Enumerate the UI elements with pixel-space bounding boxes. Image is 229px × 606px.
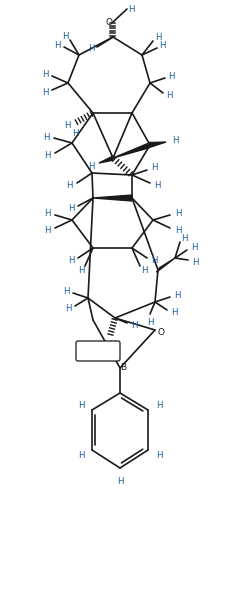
Text: H: H	[44, 225, 50, 235]
Text: H: H	[65, 181, 72, 190]
Text: H: H	[165, 90, 172, 99]
Text: H: H	[154, 33, 161, 41]
Text: B: B	[119, 364, 125, 373]
Text: H: H	[54, 41, 60, 50]
Text: H: H	[87, 44, 94, 53]
Text: H: H	[68, 204, 74, 213]
Text: H: H	[77, 265, 84, 275]
Polygon shape	[112, 142, 150, 158]
Text: H: H	[65, 304, 71, 313]
Text: H: H	[150, 162, 157, 171]
Text: H: H	[42, 87, 48, 96]
Polygon shape	[156, 258, 174, 272]
Text: H: H	[150, 256, 157, 264]
Text: H: H	[77, 450, 84, 459]
Text: H: H	[44, 208, 50, 218]
Text: H: H	[190, 242, 196, 251]
Text: H: H	[116, 478, 123, 487]
Text: H: H	[140, 265, 147, 275]
Polygon shape	[93, 195, 131, 201]
Polygon shape	[98, 156, 113, 163]
Text: H: H	[87, 162, 94, 170]
Text: H: H	[170, 307, 177, 316]
Text: H: H	[153, 181, 160, 190]
Text: H: H	[130, 321, 137, 330]
Text: H: H	[167, 72, 174, 81]
Text: H: H	[155, 450, 161, 459]
Text: H: H	[68, 256, 74, 264]
Text: H: H	[191, 258, 197, 267]
Text: H: H	[174, 225, 180, 235]
Text: H: H	[174, 208, 180, 218]
Text: H: H	[71, 128, 78, 138]
Text: H: H	[180, 233, 186, 242]
Text: H: H	[61, 32, 68, 41]
Text: H: H	[158, 41, 164, 50]
FancyBboxPatch shape	[76, 341, 120, 361]
Text: AβS: AβS	[89, 347, 106, 356]
Text: H: H	[63, 121, 70, 130]
Text: H: H	[77, 401, 84, 410]
Text: H: H	[43, 133, 49, 141]
Text: H: H	[63, 287, 69, 296]
Text: H: H	[108, 339, 115, 348]
Text: H: H	[173, 290, 180, 299]
Text: O: O	[157, 327, 164, 336]
Text: O: O	[105, 18, 112, 27]
Text: H: H	[171, 136, 177, 144]
Text: H: H	[44, 150, 50, 159]
Text: H: H	[42, 70, 48, 79]
Text: H: H	[146, 318, 153, 327]
Text: H: H	[127, 4, 134, 13]
Polygon shape	[149, 142, 165, 147]
Text: H: H	[155, 401, 161, 410]
